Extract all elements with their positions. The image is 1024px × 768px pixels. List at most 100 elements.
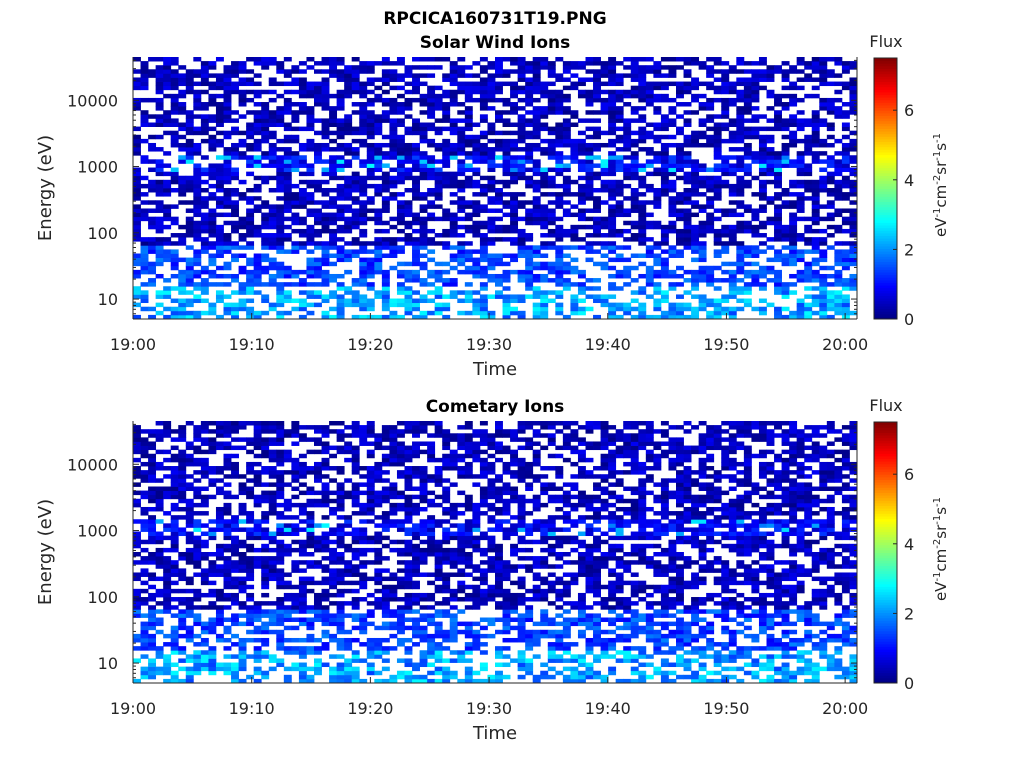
heatmap-cell [298, 233, 307, 238]
heatmap-cell [381, 151, 390, 156]
heatmap-cell [781, 617, 790, 622]
heatmap-cell [540, 253, 549, 258]
colorbar-segment [874, 175, 897, 179]
heatmap-cell [841, 134, 850, 140]
heatmap-cell [653, 192, 662, 197]
heatmap-cell [253, 142, 262, 148]
heatmap-cell [577, 662, 586, 668]
heatmap-cell [698, 678, 707, 684]
heatmap-cell [351, 282, 360, 287]
heatmap-cell [412, 126, 420, 132]
heatmap-cell [231, 257, 239, 263]
heatmap-cell [306, 650, 315, 655]
heatmap-cell [562, 155, 571, 160]
heatmap-cell [253, 278, 262, 283]
heatmap-cell [336, 306, 345, 312]
heatmap-cell [502, 138, 511, 144]
heatmap-cell [713, 192, 722, 197]
heatmap-cell [133, 208, 141, 213]
heatmap-cell [721, 81, 730, 87]
heatmap-cell [517, 674, 526, 680]
heatmap-cell [404, 102, 413, 107]
heatmap-cell [691, 138, 700, 144]
heatmap-cell [133, 179, 141, 185]
heatmap-cell [728, 290, 737, 295]
heatmap-cell [766, 278, 775, 283]
heatmap-cell [811, 159, 820, 164]
heatmap-cell [283, 216, 292, 222]
heatmap-cell [608, 65, 617, 70]
heatmap-cell [751, 273, 760, 279]
heatmap-cell [351, 65, 360, 70]
heatmap-cell [600, 674, 609, 680]
heatmap-cell [540, 179, 549, 185]
heatmap-cell [683, 674, 692, 680]
heatmap-cell [140, 77, 149, 82]
heatmap-cell [547, 192, 556, 197]
heatmap-cell [826, 216, 835, 222]
heatmap-cell [781, 85, 790, 91]
heatmap-cell [231, 212, 239, 218]
heatmap-cell [359, 208, 368, 213]
heatmap-cell [706, 625, 715, 631]
heatmap-cell [170, 306, 179, 312]
heatmap-cell [427, 159, 436, 164]
heatmap-cell [223, 65, 232, 70]
heatmap-cell [329, 138, 338, 144]
heatmap-cell [766, 171, 775, 177]
heatmap-cell [796, 650, 805, 655]
heatmap-cell [389, 130, 398, 136]
heatmap-cell [849, 249, 858, 254]
heatmap-cell [796, 257, 805, 263]
heatmap-cell [306, 192, 315, 197]
heatmap-cell [412, 241, 420, 246]
heatmap-cell [359, 69, 368, 74]
heatmap-cell [834, 310, 843, 316]
heatmap-cell [185, 89, 194, 95]
heatmap-cell [464, 249, 473, 254]
heatmap-cell [336, 637, 345, 643]
heatmap-cell [291, 118, 300, 123]
heatmap-cell [728, 241, 737, 246]
heatmap-cell [208, 253, 217, 258]
heatmap-cell [283, 237, 292, 242]
heatmap-cell [374, 163, 383, 168]
heatmap-cell [630, 306, 639, 312]
heatmap-cell [728, 97, 737, 103]
heatmap-cell [253, 81, 262, 87]
heatmap-cell [495, 237, 503, 242]
heatmap-cell [306, 208, 315, 213]
heatmap-cell [381, 114, 390, 119]
heatmap-cell [374, 208, 383, 213]
heatmap-cell [449, 122, 458, 127]
heatmap-cell [381, 81, 390, 87]
heatmap-cell [419, 93, 428, 99]
heatmap-cell [283, 69, 292, 74]
heatmap-cell [215, 57, 224, 62]
heatmap-cell [336, 257, 345, 263]
heatmap-cell [215, 633, 224, 639]
colorbar-segment [874, 138, 897, 143]
heatmap-cell [427, 310, 436, 316]
heatmap-cell [238, 130, 247, 136]
heatmap-cell [713, 650, 722, 655]
heatmap-cell [336, 282, 345, 287]
heatmap-cell [804, 278, 813, 283]
heatmap-cell [246, 159, 255, 164]
heatmap-cell [374, 678, 383, 684]
colorbar-segment [874, 125, 897, 129]
heatmap-cell [208, 192, 217, 197]
heatmap-cell [314, 241, 322, 246]
heatmap-cell [728, 155, 737, 160]
heatmap-cell [555, 637, 564, 643]
heatmap-cell [660, 151, 669, 156]
heatmap-cell [148, 278, 157, 283]
heatmap-cell [615, 286, 624, 291]
heatmap-cell [758, 224, 767, 230]
heatmap-cell [163, 122, 172, 127]
heatmap-cell [841, 151, 850, 156]
heatmap-cell [419, 314, 428, 320]
heatmap-cell [683, 196, 692, 201]
colorbar-segment [874, 295, 897, 299]
heatmap-cell [163, 118, 172, 123]
